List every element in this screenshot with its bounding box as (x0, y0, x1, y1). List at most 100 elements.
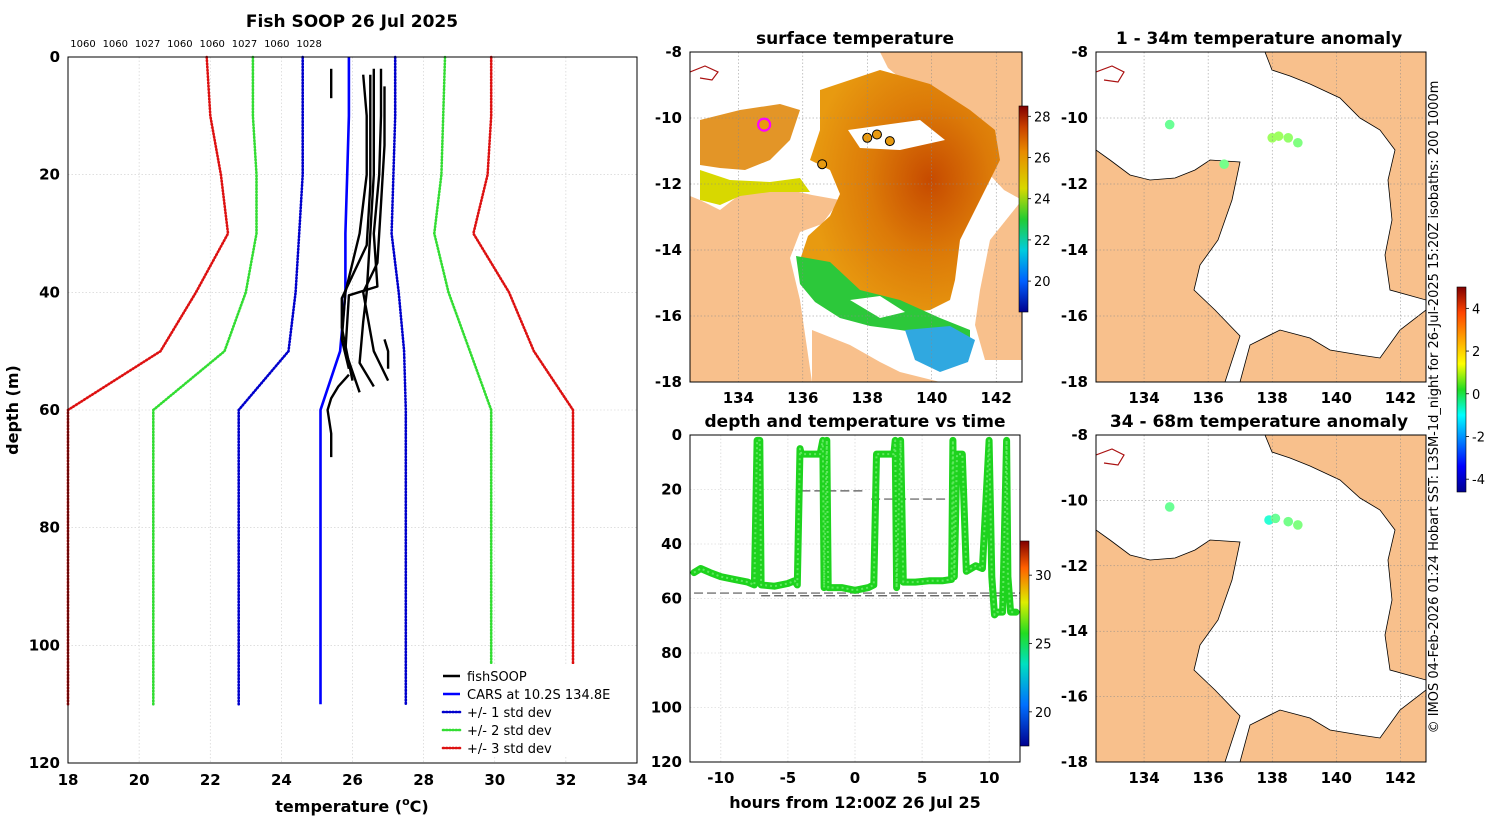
map-ytick: -12 (655, 175, 682, 193)
map-xtick: 142 (1385, 769, 1416, 787)
sst-isobath (690, 65, 719, 81)
profile-xtick: 24 (271, 771, 292, 789)
fishsoop-cast-line (340, 74, 368, 370)
anomaly-point (1164, 502, 1175, 512)
sst-land-east (975, 200, 1022, 360)
sst-land-south (812, 330, 940, 382)
sst-colorbar (1018, 105, 1029, 313)
profile-ytick: 60 (39, 401, 60, 419)
ts-xtick: 5 (917, 769, 927, 787)
std1-high-line (390, 55, 408, 706)
fishsoop-cast-line (358, 68, 375, 388)
ts-ytick: 80 (661, 644, 682, 662)
anomaly-bottom-land-north (1264, 435, 1426, 681)
map-xtick: 138 (1257, 389, 1288, 407)
fishsoop-cast-line (326, 373, 350, 458)
map-ytick: -12 (1061, 557, 1088, 575)
anomaly-top-isobath (1096, 65, 1125, 83)
ts-track-highlight (693, 439, 1016, 616)
anomaly-colorbar-label: 2 (1472, 345, 1480, 360)
sst-warm-nw (700, 104, 800, 170)
profile-xtick: 34 (627, 771, 648, 789)
profile-ytick: 0 (50, 48, 60, 66)
ts-ytick: 0 (672, 426, 682, 444)
station-marker (884, 136, 895, 147)
station-marker-highlight (757, 117, 772, 132)
map-xtick: 136 (1192, 769, 1223, 787)
anomaly-point (1293, 137, 1303, 148)
anomaly-bottom-points (1164, 502, 1303, 530)
time-series-plot-area (690, 436, 1020, 619)
map-xtick: 134 (723, 389, 754, 407)
ts-ytick: 40 (661, 535, 682, 553)
std2-low-line (152, 55, 258, 706)
ts-xtick: 0 (850, 769, 860, 787)
profile-xtick: 20 (129, 771, 150, 789)
anomaly-colorbar-label: -2 (1472, 430, 1485, 445)
cast-id-label: 1060 (70, 39, 95, 50)
sst-colorbar-label: 28 (1034, 110, 1051, 125)
anomaly-colorbar (1456, 286, 1467, 493)
ts-xtick: -10 (707, 769, 734, 787)
legend-label: +/- 1 std dev (467, 706, 552, 721)
anomaly-bottom-map-body (1096, 435, 1426, 762)
anomaly-point (1219, 159, 1229, 169)
anomaly-top-points (1164, 119, 1303, 169)
fishsoop-cast-line (383, 339, 390, 369)
ts-colorbar-label: 20 (1035, 706, 1052, 721)
anomaly-top-land-south (1239, 309, 1426, 382)
fishsoop-cast-line (362, 86, 390, 382)
ts-ytick: 60 (661, 590, 682, 608)
anomaly-colorbar-ticks: 4 2 0 -2 -4 (1466, 302, 1485, 488)
anomaly-bottom-land-west (1096, 529, 1241, 762)
profile-xtick: 30 (484, 771, 505, 789)
profile-xtick: 26 (342, 771, 363, 789)
sst-colorbar-label: 20 (1034, 275, 1051, 290)
sst-yellow-band (700, 170, 810, 205)
fishsoop-cast-line (344, 68, 383, 393)
map-ytick: -10 (655, 109, 682, 127)
time-series-grid (690, 434, 1020, 763)
time-series-colorbar-ticks: 30 25 20 (1029, 569, 1052, 721)
profile-xtick: 28 (413, 771, 434, 789)
map-xtick: 136 (787, 389, 818, 407)
map-ytick: -18 (655, 373, 682, 391)
map-ytick: -18 (1061, 373, 1088, 391)
sst-colorbar-label: 22 (1034, 234, 1051, 249)
profile-ytick: 20 (39, 166, 60, 184)
sst-stations (757, 117, 895, 170)
legend-label: +/- 2 std dev (467, 724, 552, 739)
profile-xlabel-unit: C) (410, 797, 429, 816)
ts-colorbar-label: 25 (1035, 638, 1052, 653)
sst-cloud-south (850, 296, 905, 318)
anomaly-colorbar-label: 4 (1472, 302, 1480, 317)
map-ytick: -12 (1061, 175, 1088, 193)
sst-map-body (690, 52, 1022, 382)
ts-xtick: 10 (979, 769, 1000, 787)
anomaly-top-axes-box (1095, 51, 1427, 383)
footer-credit: © IMOS 04-Feb-2026 01:24 Hobart SST: L3S… (1427, 81, 1442, 734)
map-ytick: -10 (1061, 491, 1088, 509)
legend-label: CARS at 10.2S 134.8E (467, 688, 610, 703)
map-xtick: 142 (981, 389, 1012, 407)
std1-low-line (237, 55, 305, 706)
cast-id-label: 1027 (232, 39, 257, 50)
anomaly-colorbar-label: 0 (1472, 388, 1480, 403)
cars-mean-line (319, 57, 351, 705)
map-ytick: -14 (655, 241, 682, 259)
anomaly-point (1164, 119, 1175, 130)
depth-temperature-time-chart: depth and temperature vs time -10 -5 0 5 100… (651, 412, 1052, 812)
map-ytick: -10 (1061, 109, 1088, 127)
map-ytick: -16 (1061, 688, 1088, 706)
map-ytick: -16 (655, 307, 682, 325)
anomaly-bottom-ticks: 134 136 138 140 142 -8 -10 -12 -14 -16 -18 (1061, 426, 1416, 787)
anomaly-point (1283, 516, 1294, 527)
profile-xtick: 18 (58, 771, 79, 789)
profile-ytick: 40 (39, 283, 60, 301)
std3-low-line (66, 55, 230, 706)
profile-axes-box (67, 56, 638, 764)
map-ytick: -16 (1061, 307, 1088, 325)
profile-ticks: 18 20 22 24 26 28 30 32 34 0 20 40 60 80 100 120 (29, 48, 648, 789)
profile-title: Fish SOOP 26 Jul 2025 (246, 12, 458, 32)
